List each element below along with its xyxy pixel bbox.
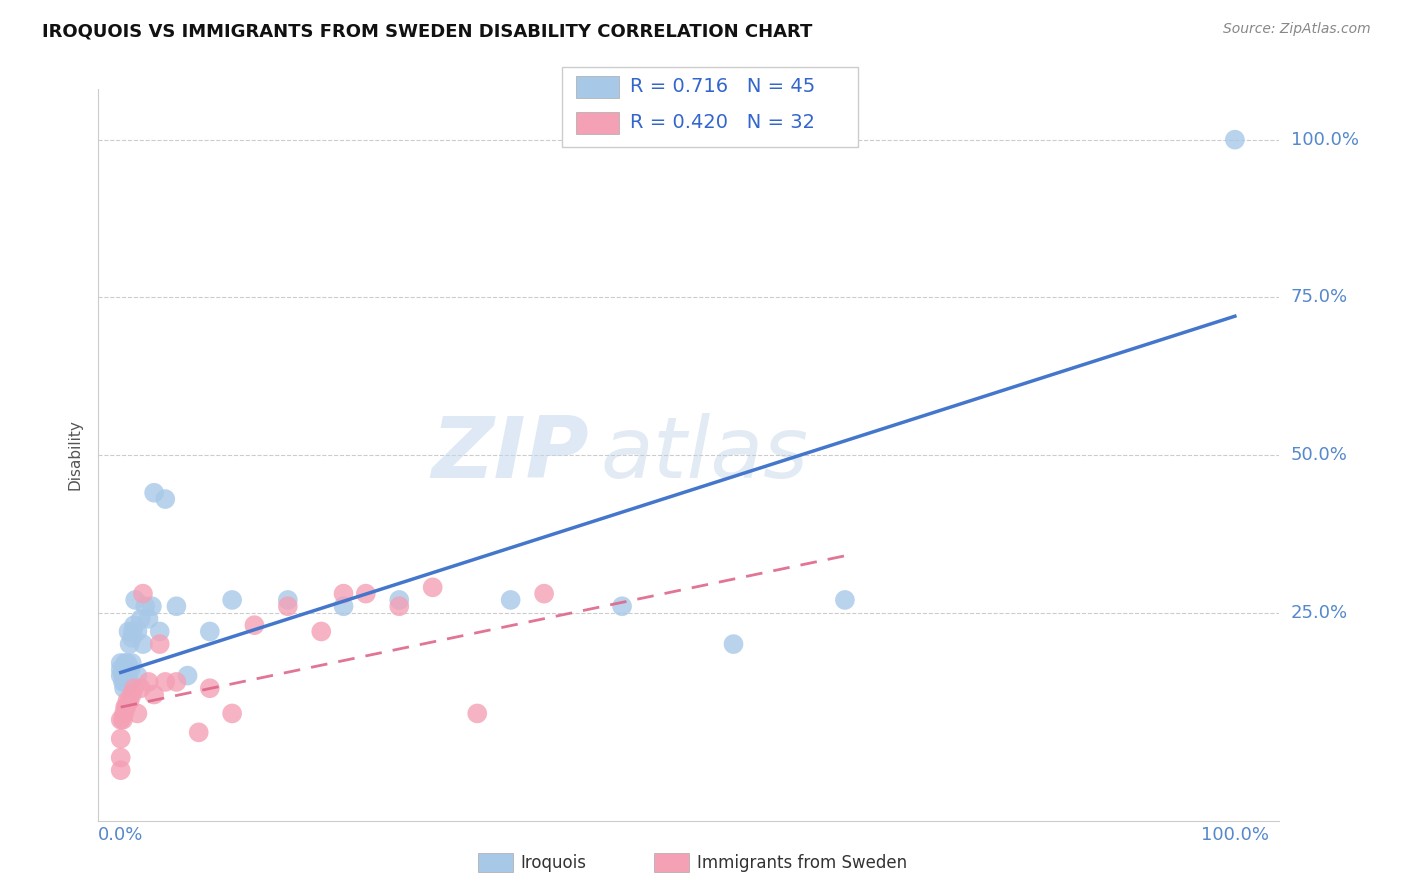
Point: [132, 637, 155, 651]
Point: [143, 688, 166, 702]
Text: R = 0.420   N = 32: R = 0.420 N = 32: [630, 112, 815, 132]
Point: [127, 706, 149, 721]
Text: 50.0%: 50.0%: [1291, 446, 1347, 464]
Point: [132, 587, 155, 601]
Point: [388, 599, 411, 614]
Point: [354, 587, 377, 601]
Text: R = 0.716   N = 45: R = 0.716 N = 45: [630, 77, 815, 96]
Text: 100.0%: 100.0%: [1291, 130, 1358, 149]
Point: [114, 674, 136, 689]
Point: [115, 668, 138, 682]
Point: [149, 624, 172, 639]
Point: [118, 674, 141, 689]
Point: [110, 713, 132, 727]
Point: [122, 681, 145, 696]
Point: [134, 599, 156, 614]
Point: [112, 706, 135, 721]
Point: [114, 656, 136, 670]
Point: [118, 694, 141, 708]
Point: [165, 674, 187, 689]
Point: [499, 593, 522, 607]
Point: [115, 674, 138, 689]
Point: [110, 656, 132, 670]
Point: [124, 593, 146, 607]
Point: [129, 681, 152, 696]
Point: [111, 713, 134, 727]
Point: [110, 662, 132, 676]
Point: [117, 668, 139, 682]
Point: [111, 668, 134, 682]
Point: [221, 593, 243, 607]
Point: [309, 624, 332, 639]
Text: Source: ZipAtlas.com: Source: ZipAtlas.com: [1223, 22, 1371, 37]
Point: [110, 750, 132, 764]
Point: [723, 637, 745, 651]
Point: [121, 631, 143, 645]
Point: [332, 587, 354, 601]
Point: [117, 694, 139, 708]
Point: [122, 624, 145, 639]
Point: [112, 681, 135, 696]
Point: [332, 599, 354, 614]
Text: 25.0%: 25.0%: [1291, 604, 1348, 622]
Point: [127, 624, 149, 639]
Text: IROQUOIS VS IMMIGRANTS FROM SWEDEN DISABILITY CORRELATION CHART: IROQUOIS VS IMMIGRANTS FROM SWEDEN DISAB…: [42, 22, 813, 40]
Point: [610, 599, 633, 614]
Y-axis label: Disability: Disability: [67, 419, 83, 491]
Point: [111, 674, 134, 689]
Point: [117, 624, 139, 639]
Point: [243, 618, 266, 632]
Point: [110, 731, 132, 746]
Point: [120, 662, 142, 676]
Point: [112, 662, 135, 676]
Point: [198, 624, 221, 639]
Text: Immigrants from Sweden: Immigrants from Sweden: [697, 854, 907, 871]
Point: [277, 599, 299, 614]
Text: ZIP: ZIP: [430, 413, 589, 497]
Point: [117, 656, 139, 670]
Point: [155, 674, 177, 689]
Point: [110, 763, 132, 777]
Point: [127, 668, 149, 682]
Point: [165, 599, 187, 614]
Point: [465, 706, 488, 721]
Point: [834, 593, 856, 607]
Text: atlas: atlas: [600, 413, 808, 497]
Point: [221, 706, 243, 721]
Point: [115, 700, 138, 714]
Text: Iroquois: Iroquois: [520, 854, 586, 871]
Point: [176, 668, 198, 682]
Point: [122, 618, 145, 632]
Point: [141, 599, 163, 614]
Point: [422, 580, 444, 594]
Point: [388, 593, 411, 607]
Point: [533, 587, 555, 601]
Point: [277, 593, 299, 607]
Point: [138, 674, 160, 689]
Point: [129, 612, 152, 626]
Point: [155, 491, 177, 506]
Point: [1223, 133, 1246, 147]
Point: [114, 700, 136, 714]
Text: 75.0%: 75.0%: [1291, 288, 1348, 306]
Point: [118, 637, 141, 651]
Point: [110, 668, 132, 682]
Point: [149, 637, 172, 651]
Point: [187, 725, 209, 739]
Point: [138, 612, 160, 626]
Point: [115, 662, 138, 676]
Point: [198, 681, 221, 696]
Point: [143, 485, 166, 500]
Point: [121, 656, 143, 670]
Point: [121, 688, 143, 702]
